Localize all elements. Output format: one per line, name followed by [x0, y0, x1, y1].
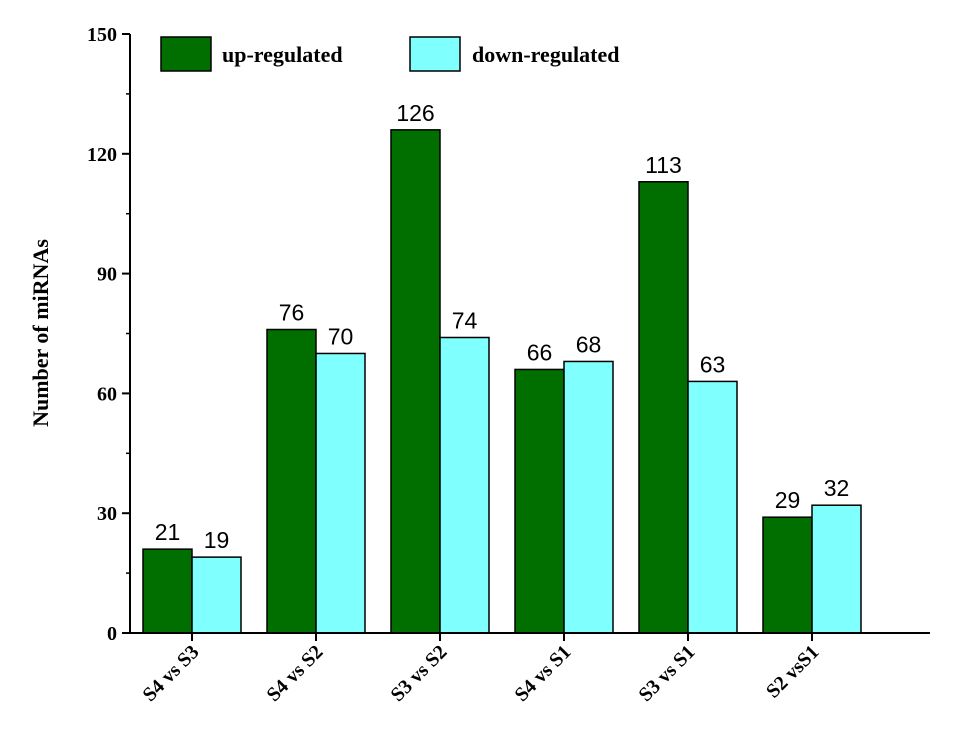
- bar-up-regulated-3: [514, 368, 565, 634]
- legend-swatch-down-regulated: [409, 36, 461, 72]
- legend: up-regulated down-regulated: [160, 36, 620, 72]
- data-label-down-regulated-3: 68: [576, 331, 602, 357]
- data-label-down-regulated-5: 32: [824, 475, 850, 501]
- x-tick-label: S3 vs S1: [634, 641, 699, 706]
- data-label-down-regulated-1: 70: [328, 323, 354, 349]
- data-labels-group: 21 19 76 70 126 74 66 68 113 63 29 32: [155, 100, 850, 553]
- y-ticks-group: 0 30 60 90 120 150: [87, 24, 130, 645]
- y-tick-label: 60: [97, 383, 117, 405]
- data-label-down-regulated-4: 63: [700, 351, 726, 377]
- bar-up-regulated-0: [142, 548, 193, 634]
- bar-down-regulated-1: [315, 352, 366, 634]
- data-label-up-regulated-5: 29: [775, 487, 801, 513]
- data-label-up-regulated-2: 126: [396, 100, 434, 126]
- data-label-down-regulated-0: 19: [204, 527, 230, 553]
- bars-group: [142, 129, 862, 634]
- data-label-up-regulated-0: 21: [155, 519, 181, 545]
- y-tick-label: 150: [87, 24, 117, 46]
- bar-up-regulated-1: [266, 328, 317, 634]
- bar-down-regulated-3: [563, 360, 614, 634]
- data-label-up-regulated-1: 76: [279, 300, 305, 326]
- x-tick-label: S4 vs S1: [510, 641, 575, 706]
- data-label-down-regulated-2: 74: [452, 307, 478, 333]
- data-label-up-regulated-3: 66: [527, 339, 553, 365]
- x-tick-label: S4 vs S3: [138, 641, 203, 706]
- y-tick-label: 30: [97, 503, 117, 525]
- x-tick-label: S2 vsS1: [762, 641, 824, 703]
- x-tick-label: S4 vs S2: [262, 641, 327, 706]
- bar-up-regulated-2: [390, 129, 441, 634]
- legend-label-down-regulated: down-regulated: [472, 42, 620, 67]
- bar-down-regulated-5: [811, 504, 862, 634]
- bar-down-regulated-0: [191, 556, 242, 634]
- bar-down-regulated-4: [687, 380, 738, 634]
- bar-up-regulated-4: [638, 181, 689, 634]
- x-ticks-group: S4 vs S3 S4 vs S2 S3 vs S2 S4 vs S1 S3 vs S1…: [138, 633, 824, 706]
- x-tick-label: S3 vs S2: [386, 641, 451, 706]
- bar-down-regulated-2: [439, 336, 490, 634]
- y-tick-label: 120: [87, 144, 117, 166]
- bar-up-regulated-5: [762, 516, 813, 634]
- y-tick-label: 0: [107, 623, 117, 645]
- legend-label-up-regulated: up-regulated: [222, 42, 343, 67]
- legend-swatch-up-regulated: [160, 36, 212, 72]
- y-tick-label: 90: [97, 264, 117, 286]
- data-label-up-regulated-4: 113: [645, 152, 682, 178]
- y-axis-title: Number of miRNAs: [28, 239, 53, 427]
